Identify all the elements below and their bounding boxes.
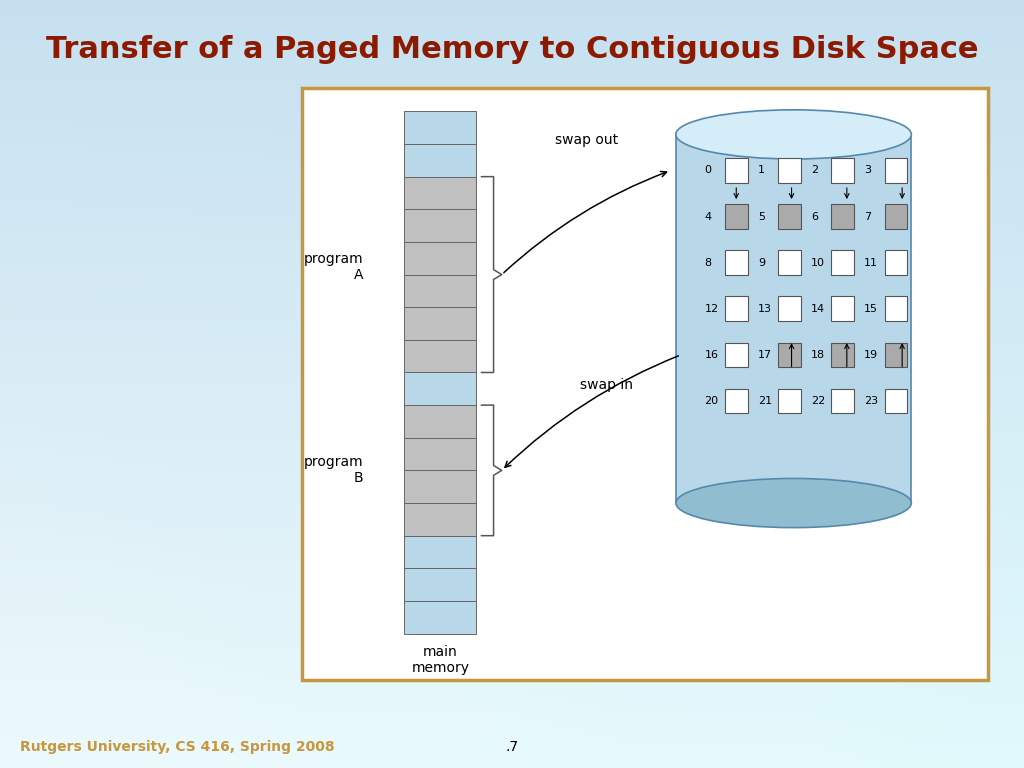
- Bar: [885, 204, 907, 229]
- Bar: [725, 204, 748, 229]
- Ellipse shape: [676, 478, 911, 528]
- Text: 5: 5: [758, 211, 765, 222]
- Bar: [725, 343, 748, 367]
- Bar: [831, 389, 854, 413]
- Bar: [831, 158, 854, 183]
- Text: 7: 7: [864, 211, 871, 222]
- Text: 8: 8: [705, 257, 712, 268]
- Bar: [404, 340, 476, 372]
- Bar: [404, 144, 476, 177]
- Text: 14: 14: [811, 303, 825, 314]
- Bar: [885, 158, 907, 183]
- Text: program
A: program A: [304, 252, 364, 282]
- Bar: [404, 536, 476, 568]
- Text: 13: 13: [758, 303, 772, 314]
- Bar: [831, 204, 854, 229]
- Text: 4: 4: [705, 211, 712, 222]
- Bar: [676, 134, 911, 503]
- Text: 19: 19: [864, 349, 879, 360]
- Bar: [778, 158, 801, 183]
- Bar: [778, 343, 801, 367]
- Bar: [302, 88, 988, 680]
- Text: 1: 1: [758, 165, 765, 176]
- Text: 10: 10: [811, 257, 825, 268]
- Bar: [831, 250, 854, 275]
- Text: program
B: program B: [304, 455, 364, 485]
- Bar: [778, 296, 801, 321]
- Bar: [885, 343, 907, 367]
- Text: 20: 20: [705, 396, 719, 406]
- Text: 22: 22: [811, 396, 825, 406]
- Bar: [404, 438, 476, 470]
- Text: 12: 12: [705, 303, 719, 314]
- Bar: [404, 209, 476, 242]
- Bar: [404, 242, 476, 274]
- Text: 15: 15: [864, 303, 879, 314]
- Text: 23: 23: [864, 396, 879, 406]
- Text: 16: 16: [705, 349, 719, 360]
- Bar: [404, 372, 476, 406]
- Bar: [404, 111, 476, 144]
- Bar: [831, 296, 854, 321]
- Text: main
memory: main memory: [412, 645, 469, 675]
- Bar: [725, 158, 748, 183]
- Text: 9: 9: [758, 257, 765, 268]
- Bar: [885, 250, 907, 275]
- Bar: [725, 389, 748, 413]
- Text: .7: .7: [506, 740, 518, 754]
- Text: swap in: swap in: [581, 378, 633, 392]
- Text: 21: 21: [758, 396, 772, 406]
- Text: 18: 18: [811, 349, 825, 360]
- Bar: [404, 177, 476, 209]
- Bar: [404, 601, 476, 634]
- Bar: [778, 204, 801, 229]
- Text: 6: 6: [811, 211, 818, 222]
- Ellipse shape: [676, 110, 911, 159]
- Bar: [885, 389, 907, 413]
- Text: 3: 3: [864, 165, 871, 176]
- Bar: [404, 307, 476, 340]
- Bar: [404, 406, 476, 438]
- Text: 17: 17: [758, 349, 772, 360]
- Text: 2: 2: [811, 165, 818, 176]
- Bar: [404, 568, 476, 601]
- Bar: [831, 343, 854, 367]
- Text: Transfer of a Paged Memory to Contiguous Disk Space: Transfer of a Paged Memory to Contiguous…: [46, 35, 978, 65]
- Bar: [404, 503, 476, 536]
- Text: Rutgers University, CS 416, Spring 2008: Rutgers University, CS 416, Spring 2008: [20, 740, 335, 754]
- Bar: [725, 250, 748, 275]
- Bar: [778, 389, 801, 413]
- Bar: [778, 250, 801, 275]
- Bar: [404, 470, 476, 503]
- Text: swap out: swap out: [555, 134, 617, 147]
- Text: 11: 11: [864, 257, 879, 268]
- Bar: [885, 296, 907, 321]
- Bar: [404, 275, 476, 307]
- Bar: [725, 296, 748, 321]
- Text: 0: 0: [705, 165, 712, 176]
